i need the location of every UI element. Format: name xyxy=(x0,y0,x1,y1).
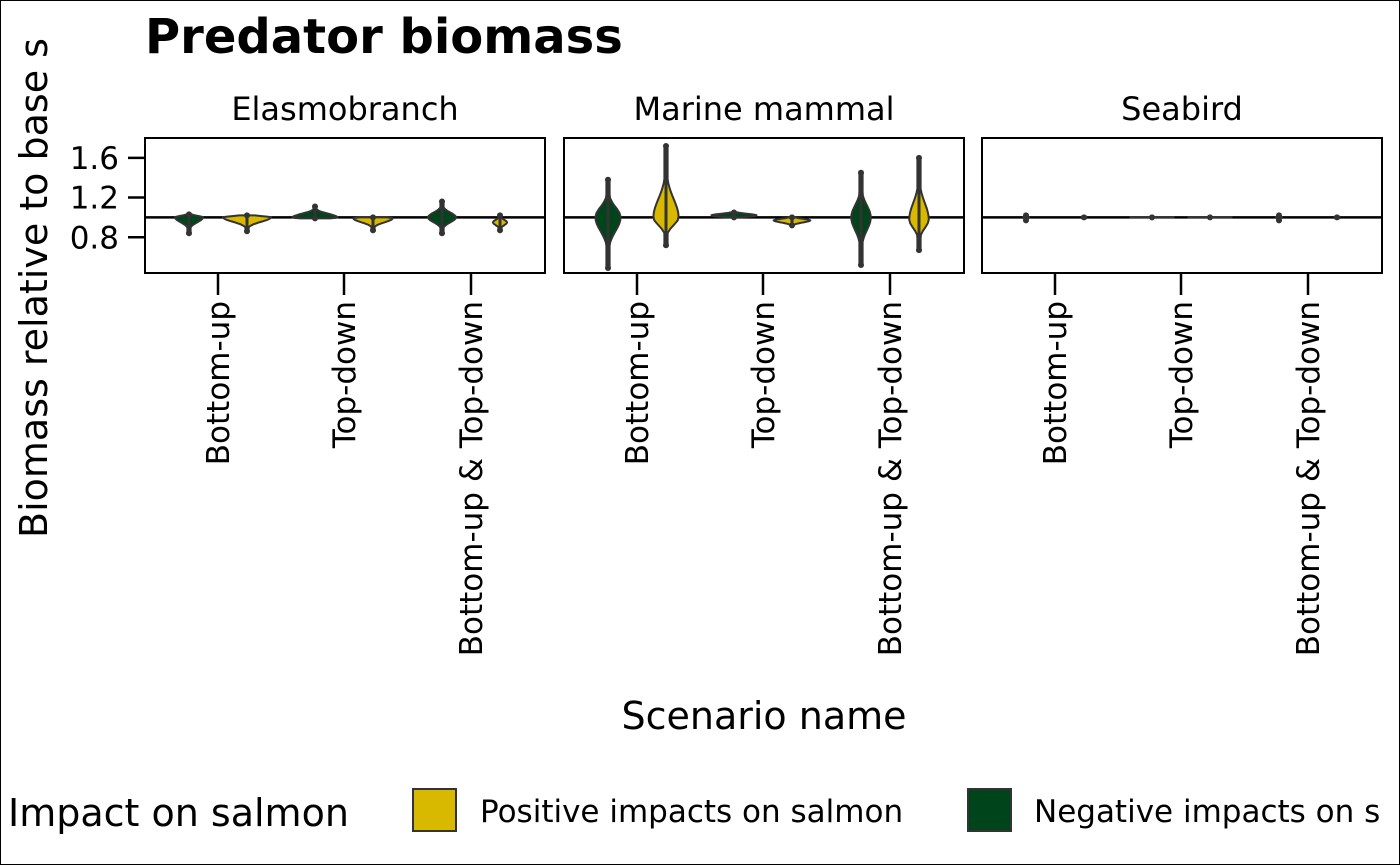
outlier-point xyxy=(312,203,318,210)
outlier-point xyxy=(439,198,445,205)
violin-point xyxy=(1334,214,1340,221)
facet-strip-label: Elasmobranch xyxy=(231,90,458,128)
outlier-point xyxy=(663,242,669,249)
outlier-point xyxy=(186,211,192,218)
outlier-point xyxy=(370,214,376,221)
x-tick-label: Bottom-up xyxy=(1038,301,1074,465)
x-tick-label: Top-down xyxy=(1164,301,1200,449)
panel-seabird: Seabird Bottom-up Top-down Bottom-up & Top-… xyxy=(981,90,1383,656)
chart-title: Predator biomass xyxy=(145,9,623,65)
outlier-point xyxy=(663,142,669,149)
outlier-point xyxy=(605,265,611,272)
y-tick-label: 1.6 xyxy=(70,141,119,177)
legend-title: Impact on salmon xyxy=(8,791,349,835)
y-axis: 0.81.2 1.6 xyxy=(70,141,145,256)
outlier-point xyxy=(789,222,795,229)
legend-swatch-negative xyxy=(967,788,1012,832)
panel-border xyxy=(563,137,965,274)
outlier-point xyxy=(858,262,864,269)
y-tick-label: 0.8 xyxy=(70,220,119,256)
x-tick-label: Bottom-up xyxy=(201,301,237,465)
outlier-point xyxy=(244,212,250,219)
violin-point xyxy=(1149,214,1155,221)
panel-border xyxy=(981,137,1383,274)
legend-label-positive: Positive impacts on salmon xyxy=(480,794,903,830)
outlier-point xyxy=(439,230,445,237)
outlier-point xyxy=(858,169,864,176)
x-tick-label: Bottom-up xyxy=(620,301,656,465)
outlier-point xyxy=(497,227,503,234)
outlier-point xyxy=(731,209,737,216)
x-tick-label: Bottom-up & Top-down xyxy=(1291,301,1327,656)
outlier-point xyxy=(312,215,318,222)
y-axis-label: Biomass relative to base s xyxy=(12,38,56,538)
outlier-point xyxy=(186,230,192,237)
legend-swatch-positive xyxy=(412,788,457,832)
panel-marine-mammal: Marine mammal Bottom-up Top-down Bottom-up … xyxy=(563,90,965,656)
x-axis-label: Scenario name xyxy=(621,694,906,738)
outlier-point xyxy=(916,247,922,254)
x-tick-label: Top-down xyxy=(327,301,363,449)
legend: Impact on salmon Positive impacts on sal… xyxy=(8,788,1380,835)
violin-point xyxy=(1207,214,1213,221)
outlier-point xyxy=(731,214,737,221)
x-tick-label: Bottom-up & Top-down xyxy=(873,301,909,656)
legend-label-negative: Negative impacts on s xyxy=(1034,794,1380,830)
x-tick-label: Bottom-up & Top-down xyxy=(454,301,490,656)
panel-border xyxy=(144,137,546,274)
outlier-point xyxy=(497,212,503,219)
outlier-point xyxy=(789,214,795,221)
y-tick-label: 1.2 xyxy=(70,181,119,217)
violin-point xyxy=(1081,214,1087,221)
x-tick-label: Top-down xyxy=(746,301,782,449)
outlier-point xyxy=(1276,217,1282,224)
panel-elasmobranch: Elasmobranch Bottom-up Top-down Bottom-up &… xyxy=(144,90,546,656)
outlier-point xyxy=(370,227,376,234)
facet-strip-label: Marine mammal xyxy=(633,90,894,128)
outlier-point xyxy=(1276,212,1282,219)
outlier-point xyxy=(605,176,611,183)
facet-panels: Elasmobranch Bottom-up Top-down Bottom-up &… xyxy=(70,90,1383,656)
outlier-point xyxy=(1023,217,1029,224)
outlier-point xyxy=(244,228,250,235)
outlier-point xyxy=(1023,212,1029,219)
facet-strip-label: Seabird xyxy=(1121,90,1243,128)
outlier-point xyxy=(916,154,922,161)
